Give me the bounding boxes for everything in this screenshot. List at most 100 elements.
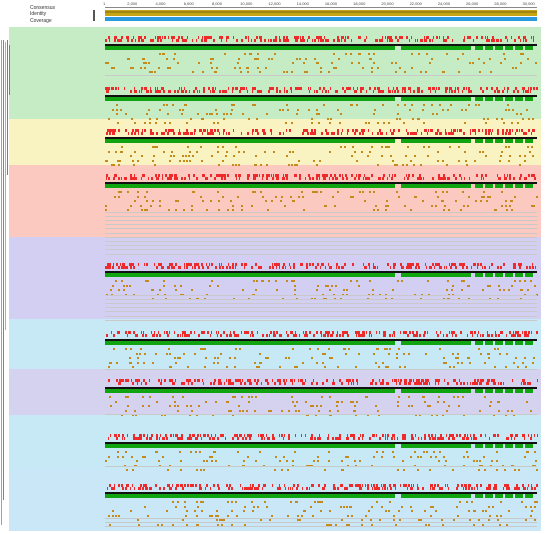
accessory-gene-bar[interactable] (515, 184, 523, 188)
orf1ab-bar[interactable] (105, 444, 395, 448)
s-gene-bar[interactable] (401, 184, 471, 188)
orf1ab-bar[interactable] (105, 139, 395, 143)
accessory-gene-bar[interactable] (475, 389, 483, 393)
mutation-mark (134, 90, 137, 93)
mutation-mark (476, 382, 478, 385)
accessory-gene-bar[interactable] (495, 341, 503, 345)
mutation-mark (278, 263, 280, 266)
accessory-gene-bar[interactable] (515, 46, 523, 50)
accessory-gene-bar[interactable] (485, 184, 493, 188)
ruler[interactable] (105, 7, 537, 8)
accessory-gene-bar[interactable] (525, 444, 533, 448)
accessory-gene-bar[interactable] (515, 273, 523, 277)
orf1ab-bar[interactable] (105, 389, 395, 393)
mutation-mark (508, 487, 510, 490)
slippery-site-mark (523, 159, 526, 162)
accessory-gene-bar[interactable] (485, 139, 493, 143)
accessory-gene-bar[interactable] (475, 444, 483, 448)
accessory-gene-bar[interactable] (495, 46, 503, 50)
s-gene-bar[interactable] (401, 97, 471, 101)
accessory-gene-bar[interactable] (525, 97, 533, 101)
s-gene-bar[interactable] (401, 341, 471, 345)
accessory-gene-bar[interactable] (505, 46, 513, 50)
accessory-gene-bar[interactable] (505, 184, 513, 188)
orf1ab-bar[interactable] (105, 184, 395, 188)
accessory-gene-bar[interactable] (495, 273, 503, 277)
orf1ab-bar[interactable] (105, 494, 395, 498)
accessory-gene-bar[interactable] (485, 494, 493, 498)
slippery-site-mark (411, 104, 414, 106)
accessory-gene-bar[interactable] (505, 273, 513, 277)
accessory-gene-bar[interactable] (495, 97, 503, 101)
slippery-site-mark (119, 108, 122, 111)
accessory-gene-bar[interactable] (505, 341, 513, 345)
accessory-gene-bar[interactable] (515, 444, 523, 448)
accessory-gene-bar[interactable] (475, 46, 483, 50)
accessory-gene-bar[interactable] (515, 139, 523, 143)
accessory-gene-bar[interactable] (525, 46, 533, 50)
accessory-gene-bar[interactable] (515, 494, 523, 498)
accessory-gene-bar[interactable] (495, 184, 503, 188)
slippery-site-mark (482, 523, 485, 526)
accessory-gene-bar[interactable] (495, 389, 503, 393)
accessory-gene-bar[interactable] (505, 494, 513, 498)
accessory-gene-bar[interactable] (475, 139, 483, 143)
accessory-gene-bar[interactable] (515, 389, 523, 393)
s-gene-bar[interactable] (401, 444, 471, 448)
s-gene-bar[interactable] (401, 46, 471, 50)
mutation-mark (299, 174, 301, 177)
orf1ab-bar[interactable] (105, 273, 395, 277)
accessory-gene-bar[interactable] (485, 341, 493, 345)
accessory-gene-bar[interactable] (475, 97, 483, 101)
s-gene-bar[interactable] (401, 389, 471, 393)
accessory-gene-bar[interactable] (525, 494, 533, 498)
accessory-gene-bar[interactable] (485, 444, 493, 448)
accessory-gene-bar[interactable] (485, 46, 493, 50)
accessory-gene-bar[interactable] (475, 494, 483, 498)
orf1ab-bar[interactable] (105, 97, 395, 101)
s-gene-bar[interactable] (401, 139, 471, 143)
mutation-mark (485, 129, 487, 132)
slippery-site-mark (392, 451, 395, 453)
accessory-gene-bar[interactable] (485, 97, 493, 101)
mutation-mark (186, 263, 189, 266)
mutation-mark (382, 434, 385, 437)
mutation-mark (210, 434, 213, 437)
accessory-gene-bar[interactable] (505, 139, 513, 143)
accessory-gene-bar[interactable] (475, 273, 483, 277)
accessory-gene-bar[interactable] (475, 341, 483, 345)
accessory-gene-bar[interactable] (505, 444, 513, 448)
mutation-mark (352, 379, 354, 382)
accessory-gene-bar[interactable] (525, 389, 533, 393)
orf1ab-bar[interactable] (105, 341, 395, 345)
slippery-site-mark (509, 200, 512, 202)
slippery-site-mark (242, 289, 244, 291)
mutation-mark (258, 36, 261, 39)
accessory-gene-bar[interactable] (475, 184, 483, 188)
accessory-gene-bar[interactable] (525, 341, 533, 345)
slippery-site-mark (179, 460, 182, 462)
accessory-gene-bar[interactable] (525, 273, 533, 277)
accessory-gene-bar[interactable] (505, 389, 513, 393)
mutation-mark (463, 382, 466, 385)
accessory-gene-bar[interactable] (485, 389, 493, 393)
s-gene-bar[interactable] (401, 273, 471, 277)
accessory-gene-bar[interactable] (495, 139, 503, 143)
accessory-gene-bar[interactable] (525, 184, 533, 188)
accessory-gene-bar[interactable] (515, 341, 523, 345)
slippery-site-mark (199, 469, 202, 471)
orf1ab-bar[interactable] (105, 46, 395, 50)
mutation-mark (329, 174, 332, 177)
accessory-gene-bar[interactable] (495, 444, 503, 448)
slippery-site-mark (200, 195, 202, 198)
mutation-mark (213, 39, 215, 42)
accessory-gene-bar[interactable] (495, 494, 503, 498)
slippery-site-mark (528, 117, 531, 120)
accessory-gene-bar[interactable] (485, 273, 493, 277)
s-gene-bar[interactable] (401, 494, 471, 498)
mutation-mark (188, 379, 190, 382)
slippery-site-mark (505, 209, 508, 211)
accessory-gene-bar[interactable] (505, 97, 513, 101)
accessory-gene-bar[interactable] (525, 139, 533, 143)
accessory-gene-bar[interactable] (515, 97, 523, 101)
